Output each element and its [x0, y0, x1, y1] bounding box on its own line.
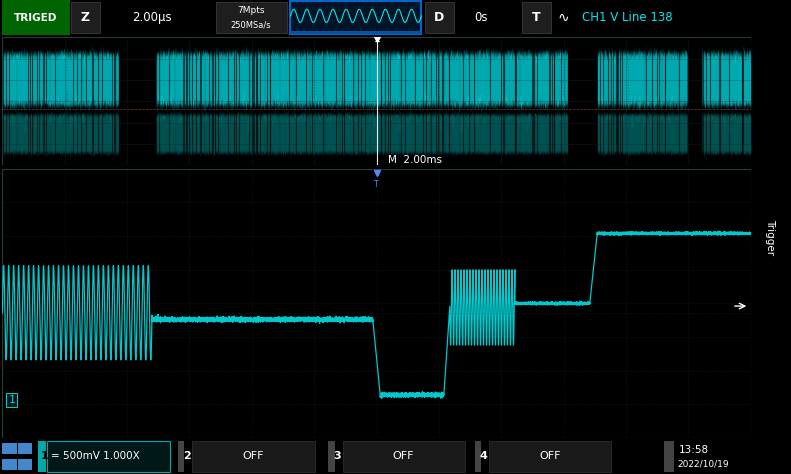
Text: 4: 4: [479, 451, 487, 462]
Text: 1: 1: [40, 451, 48, 462]
Bar: [38, 441, 46, 472]
Bar: [2, 458, 17, 470]
Bar: [71, 2, 100, 33]
Text: 250MSa/s: 250MSa/s: [230, 21, 271, 30]
Text: T: T: [532, 11, 541, 24]
Bar: [522, 2, 551, 33]
Bar: [178, 441, 184, 472]
Text: T: T: [374, 180, 379, 189]
Text: TRIGED: TRIGED: [14, 12, 58, 23]
Bar: [2, 443, 17, 455]
Bar: [425, 2, 453, 33]
Text: 2022/10/19: 2022/10/19: [677, 460, 729, 469]
Text: = 500mV 1.000X: = 500mV 1.000X: [51, 451, 140, 462]
Text: ∿: ∿: [558, 10, 570, 25]
Text: 1: 1: [9, 395, 15, 405]
Bar: [47, 441, 170, 472]
Text: M  2.00ms: M 2.00ms: [388, 155, 441, 165]
Text: Z: Z: [81, 11, 90, 24]
Text: 7Mpts: 7Mpts: [237, 6, 264, 15]
Text: Trigger: Trigger: [765, 219, 775, 255]
Text: 2: 2: [183, 451, 191, 462]
Text: 0s: 0s: [475, 11, 488, 24]
Text: D: D: [434, 11, 445, 24]
Bar: [2, 0, 70, 35]
Bar: [18, 458, 32, 470]
Bar: [328, 441, 335, 472]
Bar: [290, 1, 422, 34]
Bar: [216, 2, 286, 33]
Text: OFF: OFF: [392, 451, 414, 462]
Bar: [489, 441, 611, 472]
Bar: [343, 441, 465, 472]
Text: OFF: OFF: [242, 451, 264, 462]
Bar: [18, 443, 32, 455]
Text: OFF: OFF: [539, 451, 561, 462]
Text: 2.00μs: 2.00μs: [132, 11, 172, 24]
Bar: [664, 441, 674, 472]
Text: 3: 3: [333, 451, 341, 462]
Text: 13:58: 13:58: [679, 445, 709, 455]
Bar: [475, 441, 481, 472]
Bar: [290, 31, 422, 34]
Text: T: T: [374, 41, 379, 50]
Text: CH1 V Line 138: CH1 V Line 138: [582, 11, 673, 24]
Bar: [192, 441, 315, 472]
